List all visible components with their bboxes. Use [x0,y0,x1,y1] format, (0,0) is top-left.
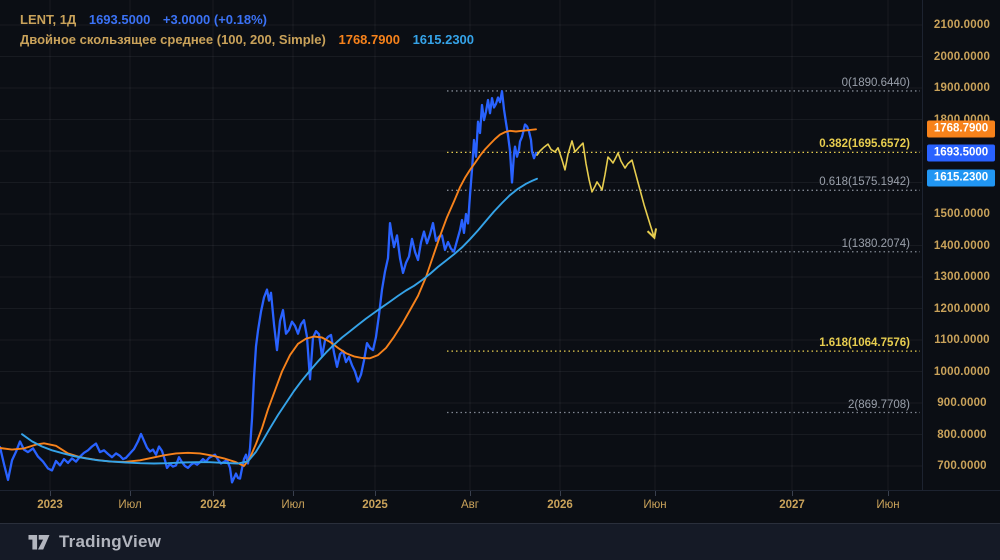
x-axis-tick [560,491,561,496]
footer-bar: TradingView [0,524,1000,560]
fib-label-1.618: 1.618(1064.7576) [819,337,910,350]
price-badge-sma-200: 1615.2300 [927,169,995,187]
ma100-value: 1768.7900 [338,32,400,47]
y-axis-label: 1200.0000 [933,302,991,315]
series-line-0-lent-price [0,90,538,484]
x-axis-label-Авг: Авг [461,499,479,511]
x-axis-tick [130,491,131,496]
x-axis-tick [293,491,294,496]
chart-pane[interactable]: LENT, 1Д 1693.5000 +3.0000 (+0.18%) Двой… [0,0,1000,524]
x-axis-tick [470,491,471,496]
series-line-3-projection-arrow [536,140,654,237]
x-axis-tick [792,491,793,496]
tradingview-logo-icon[interactable] [28,534,50,550]
series-line-2-sma-200 [21,177,538,465]
y-axis-label: 2100.0000 [933,19,991,31]
x-axis-tick [213,491,214,496]
x-axis-tick [655,491,656,496]
y-axis-label: 900.0000 [937,397,987,409]
fib-label-0.618: 0.618(1575.1942) [819,176,910,189]
y-axis-label: 1300.0000 [933,271,991,283]
x-axis-label-2027: 2027 [779,499,805,511]
x-axis-label-Июн: Июн [876,499,900,511]
x-axis-label-2024: 2024 [200,499,226,511]
x-axis-label-Июл: Июл [118,499,142,511]
y-axis-label: 2000.0000 [933,50,991,63]
price-axis[interactable]: 2100.0000 2000.0000 1900.0000 1800.0000 1500… [922,0,1000,490]
y-axis-label: 1000.0000 [933,365,991,378]
ma200-value: 1615.2300 [412,32,475,47]
series-line-1-sma-100 [0,128,537,467]
x-axis-tick [375,491,376,496]
symbol-title[interactable]: LENT, 1Д [20,12,77,27]
y-axis-label: 700.0000 [937,460,987,472]
y-axis-label: 800.0000 [937,428,987,441]
y-axis-label: 1500.0000 [933,208,991,220]
price-chart-plot[interactable] [0,0,1000,490]
fib-label-2: 2(869.7708) [847,398,910,411]
legend-indicator-row: Двойное скользящее среднее (100, 200, Si… [20,30,474,50]
time-axis[interactable]: 2023 Июл 2024 Июл 2025 Авг 2026 Июн 2027 Июн [0,490,1000,524]
fib-label-1: 1(1380.2074) [841,237,910,250]
price-badge-sma-100: 1768.7900 [927,120,995,138]
x-axis-label-2025: 2025 [362,499,388,511]
grid-lines [0,0,922,490]
x-axis-label-Июн: Июн [643,499,667,511]
legend-symbol-row: LENT, 1Д 1693.5000 +3.0000 (+0.18%) [20,10,474,30]
tradingview-brand[interactable]: TradingView [59,532,162,551]
x-axis-tick [50,491,51,496]
fib-label-0: 0(1890.6440) [841,76,910,89]
last-price-value: 1693.5000 [88,12,151,27]
y-axis-label: 1400.0000 [933,239,991,252]
indicator-title[interactable]: Двойное скользящее среднее (100, 200, Si… [20,32,326,47]
price-change-value: +3.0000 (+0.18%) [162,12,267,27]
x-axis-label-2026: 2026 [547,499,573,511]
x-axis-tick [888,491,889,496]
fib-label-0.382: 0.382(1695.6572) [819,138,910,151]
price-badge-lent-price: 1693.5000 [927,144,995,162]
y-axis-label: 1100.0000 [934,334,990,346]
chart-legend: LENT, 1Д 1693.5000 +3.0000 (+0.18%) Двой… [20,10,474,50]
y-axis-label: 1900.0000 [933,82,991,94]
x-axis-label-2023: 2023 [37,499,63,511]
x-axis-label-Июл: Июл [281,499,305,511]
